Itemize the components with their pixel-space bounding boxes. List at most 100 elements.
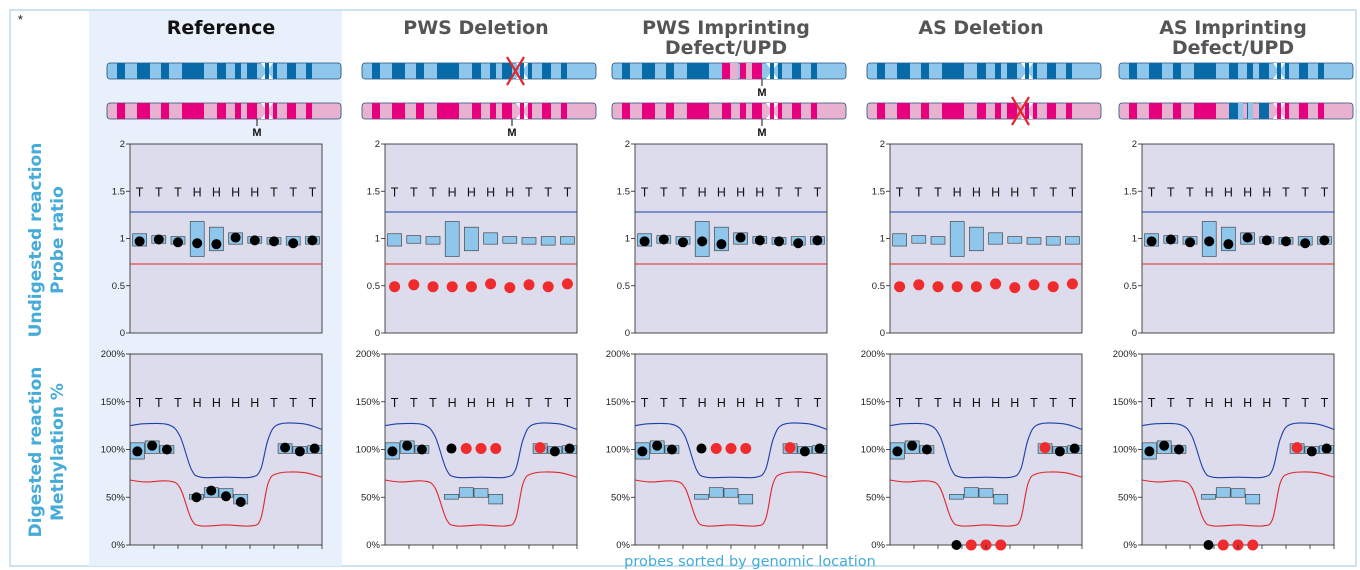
probe-point — [147, 440, 158, 451]
reference-box — [949, 494, 964, 500]
probe-label: H — [1224, 396, 1233, 410]
chromosome-band — [372, 63, 380, 79]
centromere — [261, 63, 273, 79]
chromosome-band — [1129, 63, 1137, 79]
chromosome-band — [1248, 103, 1253, 119]
probe-label: H — [755, 185, 764, 199]
chromosome-band — [1129, 103, 1137, 119]
probe-point — [173, 237, 183, 248]
reference-box — [969, 226, 984, 252]
chromosome-band — [746, 63, 752, 79]
probe-point — [1047, 281, 1059, 293]
chromosome-band — [1229, 103, 1238, 119]
chromosome-band — [995, 103, 1001, 119]
upper-threshold-curve — [1141, 422, 1335, 479]
chromosome-band — [897, 63, 910, 79]
y-tick-label: 0% — [366, 540, 380, 551]
probe-label: T — [1186, 396, 1194, 410]
probe-point — [666, 444, 677, 455]
probe-label: T — [525, 185, 533, 199]
probe-label: T — [934, 396, 942, 410]
undigested-plot-5: 00.511.52T T T H H H H T T T — [1124, 139, 1335, 339]
probe-point — [1165, 234, 1176, 245]
digested-plot-2: 0%50%100%150%200%T T T H H H H T T T — [356, 349, 578, 551]
chromosome-band — [217, 63, 226, 79]
probe-point — [697, 236, 708, 247]
chromosome-band — [542, 63, 551, 79]
chromosome-band — [542, 103, 551, 119]
probe-label: T — [429, 396, 437, 410]
probe-point — [1247, 539, 1259, 551]
probe-point — [678, 237, 688, 248]
probe-point — [534, 442, 546, 454]
probe-point — [191, 492, 202, 503]
reference-box — [444, 494, 459, 500]
reference-box — [1045, 236, 1061, 246]
y-tick-label: 2 — [880, 139, 885, 150]
lower-threshold-curve — [889, 471, 1083, 527]
chromosome-band — [1066, 103, 1072, 119]
probe-point — [475, 443, 487, 455]
reference-box — [723, 488, 739, 498]
reference-box — [1007, 236, 1023, 244]
chromosome-band — [1033, 63, 1037, 79]
deletion-cross-icon — [506, 56, 525, 86]
chromosome-band — [372, 103, 380, 119]
y-tick-label: 50% — [106, 492, 126, 503]
probe-point — [1300, 238, 1311, 249]
chromosome-band — [392, 103, 405, 119]
chromosome-band — [1033, 103, 1037, 119]
y-tick-label: 1 — [880, 234, 885, 245]
reference-box — [949, 221, 965, 257]
chromosome-band — [502, 103, 512, 119]
chromosome-band — [1047, 103, 1056, 119]
y-tick-label: 0% — [111, 540, 125, 551]
y-tick-label: 150% — [1113, 397, 1138, 408]
chromosome-band — [977, 63, 986, 79]
chromosome-band — [1318, 103, 1324, 119]
chromosome-band — [117, 103, 125, 119]
y-tick-label: 200% — [356, 349, 381, 360]
probe-point — [913, 279, 925, 291]
probe-label: T — [915, 396, 923, 410]
probe-label: H — [972, 185, 981, 199]
chromosome-band — [437, 103, 459, 119]
probe-point — [564, 443, 575, 454]
probe-point — [1159, 440, 1170, 451]
y-tick-label: 150% — [606, 397, 631, 408]
probe-label: H — [1262, 396, 1271, 410]
chromosome-band — [235, 63, 241, 79]
probe-label: H — [231, 396, 240, 410]
probe-label: H — [1262, 185, 1271, 199]
probe-point — [307, 235, 318, 246]
chromosome-band — [752, 103, 762, 119]
probe-label: H — [1010, 185, 1019, 199]
y-tick-label: 100% — [861, 445, 886, 456]
probe-label: T — [289, 185, 297, 199]
probe-point — [1028, 279, 1040, 291]
probe-point — [549, 446, 560, 457]
y-tick-label: 1.5 — [112, 186, 125, 197]
chromosome-band — [306, 63, 312, 79]
probe-label: H — [467, 185, 476, 199]
probe-label: H — [991, 396, 1000, 410]
centromere-band — [520, 63, 524, 79]
probe-point — [716, 239, 727, 250]
probe-label: H — [212, 185, 221, 199]
row-label-1-line-1: Undigested reaction — [26, 143, 46, 338]
digested-plot-4: 0%50%100%150%200%T T T H H H H T T T — [861, 349, 1083, 551]
paternal-chromosome-3: M — [611, 62, 847, 99]
probe-label: H — [953, 396, 962, 410]
y-tick-label: 0.5 — [112, 281, 125, 292]
probe-point — [280, 442, 291, 453]
chromosome-band — [740, 103, 746, 119]
chromosome-band — [273, 63, 277, 79]
chromosome-band — [1299, 63, 1308, 79]
paternal-chromosome-1 — [106, 62, 342, 80]
chromosome-band — [811, 63, 817, 79]
probe-label: H — [736, 396, 745, 410]
probe-point — [793, 238, 804, 249]
probe-label: T — [1049, 396, 1057, 410]
probe-label: H — [448, 396, 457, 410]
